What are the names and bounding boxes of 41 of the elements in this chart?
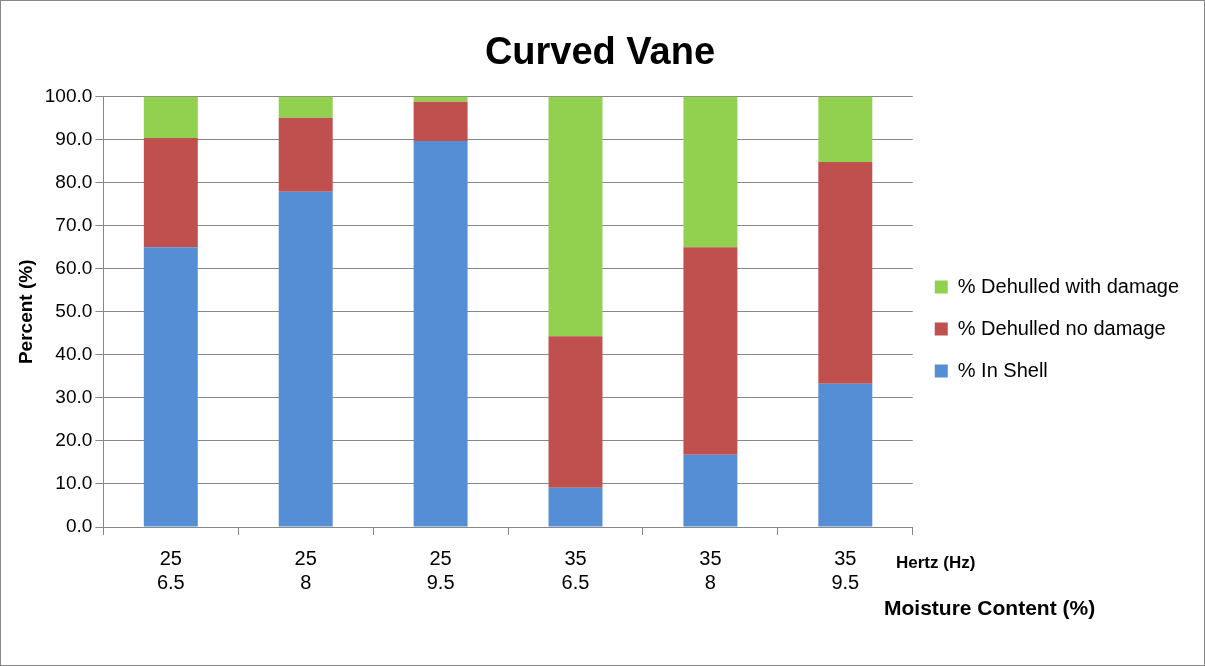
y-tick-label: 20.0 [55, 429, 93, 451]
bar [683, 96, 738, 248]
bar [818, 383, 873, 527]
bar [143, 247, 198, 527]
x-tick-label: 35 6.5 [561, 546, 590, 593]
bar [548, 336, 603, 488]
bar [413, 96, 468, 102]
y-tick-label: 0.0 [65, 515, 93, 537]
y-tick-label: 30.0 [55, 386, 93, 408]
y-tick-label: 40.0 [55, 343, 93, 365]
bar [413, 140, 468, 527]
bar [683, 247, 738, 455]
x-tick-label: 25 8 [294, 546, 317, 593]
x-tick-label: 25 6.5 [156, 546, 185, 593]
bar [818, 162, 873, 384]
bar [143, 137, 198, 248]
bar [413, 101, 468, 141]
y-tick-label: 10.0 [55, 472, 93, 494]
x-tick-label: 25 9.5 [426, 546, 455, 593]
x-tick-label: 35 9.5 [831, 546, 860, 593]
bar [818, 96, 873, 163]
bar [683, 454, 738, 527]
x-tick-label: 35 8 [699, 546, 722, 593]
y-tick-label: 100.0 [44, 84, 93, 106]
y-tick-label: 50.0 [55, 300, 93, 322]
y-tick-label: 90.0 [55, 127, 93, 149]
y-tick-label: 80.0 [55, 170, 93, 192]
bar [278, 117, 333, 192]
bar [548, 487, 603, 527]
chart-title: Curved Vane [484, 30, 716, 73]
bar [548, 96, 603, 337]
text: Hertz (Hz) Moisture Content (%) [884, 552, 1096, 619]
bar [278, 96, 333, 118]
y-axis-title: Percent (%) [14, 259, 36, 365]
bar [143, 96, 198, 138]
legend-label: % In Shell [957, 358, 1048, 381]
y-tick-label: 60.0 [55, 256, 93, 278]
bar [278, 191, 333, 527]
legend-label: % Dehulled with damage [957, 274, 1180, 297]
y-tick-label: 70.0 [55, 213, 93, 235]
legend-label: % Dehulled no damage [957, 316, 1166, 339]
